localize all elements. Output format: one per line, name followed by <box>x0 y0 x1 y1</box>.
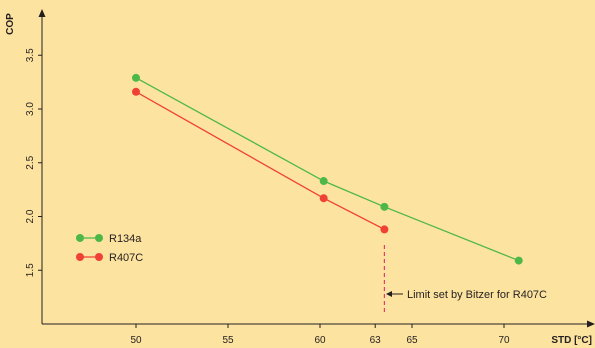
data-point-r407c <box>380 225 389 234</box>
y-ticks: 1.5 2.0 2.5 3.0 3.5 <box>25 48 42 277</box>
y-tick-label: 3.5 <box>25 48 36 62</box>
y-axis-arrow <box>38 9 46 17</box>
y-tick-label: 2.0 <box>25 209 36 223</box>
annotation-arrowhead <box>386 291 392 297</box>
x-tick-label: 60 <box>314 335 326 346</box>
x-tick-label: 65 <box>406 335 418 346</box>
limit-annotation: Limit set by Bitzer for R407C <box>383 243 547 312</box>
series-line-r407c <box>135 91 385 230</box>
data-point-r134a <box>514 256 523 265</box>
x-tick-label: 63 <box>370 335 382 346</box>
y-tick-label: 3.0 <box>25 102 36 116</box>
legend-marker <box>95 234 103 242</box>
y-tick-label: 2.5 <box>25 155 36 169</box>
data-point-r407c <box>319 194 328 203</box>
data-point-r134a <box>319 177 328 186</box>
y-axis-label: COP <box>5 13 16 35</box>
axes <box>38 9 595 328</box>
x-tick-label: 70 <box>498 335 510 346</box>
data-point-r134a <box>380 202 389 211</box>
annotation-text: Limit set by Bitzer for R407C <box>407 289 547 301</box>
x-axis-label: STD [°C] <box>551 335 592 346</box>
x-axis-arrow <box>587 320 595 328</box>
legend-marker <box>76 253 84 261</box>
x-ticks: 50 55 60 63 65 70 <box>130 324 510 346</box>
legend: R134a R407C <box>76 233 143 264</box>
x-tick-label: 55 <box>222 335 234 346</box>
data-point-r134a <box>132 73 140 82</box>
x-tick-label: 50 <box>130 335 142 346</box>
legend-label-r134a: R134a <box>109 233 142 245</box>
legend-marker <box>95 253 103 261</box>
series-line-r134a <box>135 77 519 262</box>
legend-marker <box>76 234 84 242</box>
data-point-r407c <box>132 87 140 96</box>
legend-label-r407c: R407C <box>109 252 143 264</box>
y-tick-label: 1.5 <box>25 263 36 277</box>
series-group <box>132 73 523 265</box>
